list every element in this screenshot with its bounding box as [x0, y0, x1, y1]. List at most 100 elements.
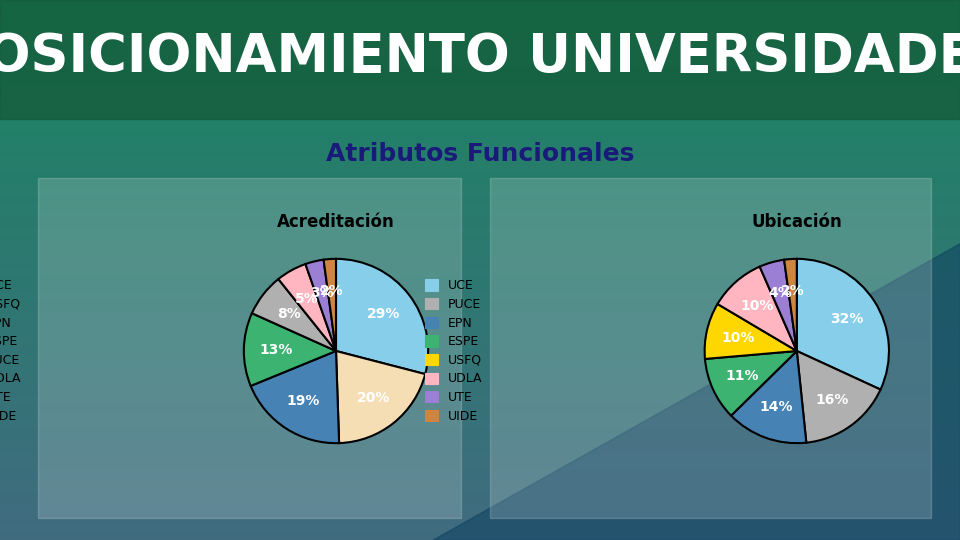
Bar [0, 505, 960, 508]
Bar [0, 378, 960, 381]
Wedge shape [797, 351, 880, 443]
Bar [0, 362, 960, 364]
Bar [0, 100, 960, 103]
Bar [0, 526, 960, 529]
Bar [0, 157, 960, 159]
Bar [0, 135, 960, 138]
Bar [0, 310, 960, 313]
Bar [0, 359, 960, 362]
Bar [0, 443, 960, 445]
Bar [0, 405, 960, 408]
Bar [0, 202, 960, 205]
Bar [0, 154, 960, 157]
Bar [0, 216, 960, 219]
Bar [0, 108, 960, 111]
Bar [0, 421, 960, 424]
Bar [0, 370, 960, 373]
Polygon shape [432, 243, 960, 540]
Text: 10%: 10% [722, 330, 756, 345]
Bar [0, 424, 960, 427]
Bar [0, 286, 960, 289]
Bar [0, 429, 960, 432]
Bar [0, 189, 960, 192]
Bar [0, 373, 960, 375]
Bar [0, 265, 960, 267]
Text: 19%: 19% [287, 394, 320, 408]
Bar [0, 308, 960, 310]
Bar [0, 148, 960, 151]
Bar [0, 181, 960, 184]
Wedge shape [705, 351, 797, 416]
Bar [0, 70, 960, 73]
Bar [0, 235, 960, 238]
Text: 5%: 5% [295, 292, 319, 306]
Bar [0, 451, 960, 454]
Text: 3%: 3% [310, 286, 334, 300]
Bar [0, 305, 960, 308]
Bar [0, 103, 960, 105]
Bar [0, 324, 960, 327]
Text: 11%: 11% [726, 369, 759, 383]
Bar [0, 375, 960, 378]
Bar [0, 364, 960, 367]
Wedge shape [705, 304, 797, 359]
Bar [0, 532, 960, 535]
Bar [0, 475, 960, 478]
Wedge shape [336, 259, 428, 374]
Bar [0, 516, 960, 518]
Bar [0, 340, 960, 343]
Bar [0, 508, 960, 510]
Wedge shape [305, 260, 336, 351]
Bar [0, 208, 960, 211]
Bar [0, 486, 960, 489]
Bar [0, 294, 960, 297]
Bar [0, 327, 960, 329]
Bar [0, 38, 960, 40]
Bar [0, 35, 960, 38]
Bar [0, 297, 960, 300]
Bar [0, 518, 960, 521]
Bar [0, 383, 960, 386]
Bar [0, 213, 960, 216]
Bar [0, 300, 960, 302]
Wedge shape [732, 351, 806, 443]
Bar [0, 140, 960, 143]
Bar [0, 448, 960, 451]
Bar [0, 124, 960, 127]
Bar [0, 513, 960, 516]
Bar [0, 346, 960, 348]
Bar [0, 97, 960, 100]
Bar [0, 84, 960, 86]
Bar [0, 389, 960, 392]
Text: 29%: 29% [367, 307, 400, 321]
Bar [0, 86, 960, 89]
Wedge shape [278, 264, 336, 351]
Bar [0, 22, 960, 24]
Bar [0, 454, 960, 456]
Bar [0, 432, 960, 435]
Bar [0, 43, 960, 46]
Text: 10%: 10% [740, 299, 774, 313]
Bar [0, 524, 960, 526]
Bar [0, 173, 960, 176]
Bar [0, 256, 960, 259]
Bar [0, 113, 960, 116]
Bar [0, 78, 960, 81]
Bar [0, 51, 960, 54]
Bar [0, 510, 960, 513]
Bar [0, 535, 960, 537]
Bar [0, 240, 960, 243]
Bar [0, 227, 960, 229]
Bar [0, 184, 960, 186]
Bar [0, 49, 960, 51]
Bar [0, 119, 960, 122]
Bar [0, 251, 960, 254]
Bar [0, 3, 960, 5]
Bar [0, 178, 960, 181]
Bar [0, 497, 960, 500]
Bar [0, 200, 960, 202]
Bar [490, 178, 931, 518]
Text: Atributos Funcionales: Atributos Funcionales [325, 142, 635, 166]
Wedge shape [252, 279, 336, 351]
Bar [0, 11, 960, 14]
